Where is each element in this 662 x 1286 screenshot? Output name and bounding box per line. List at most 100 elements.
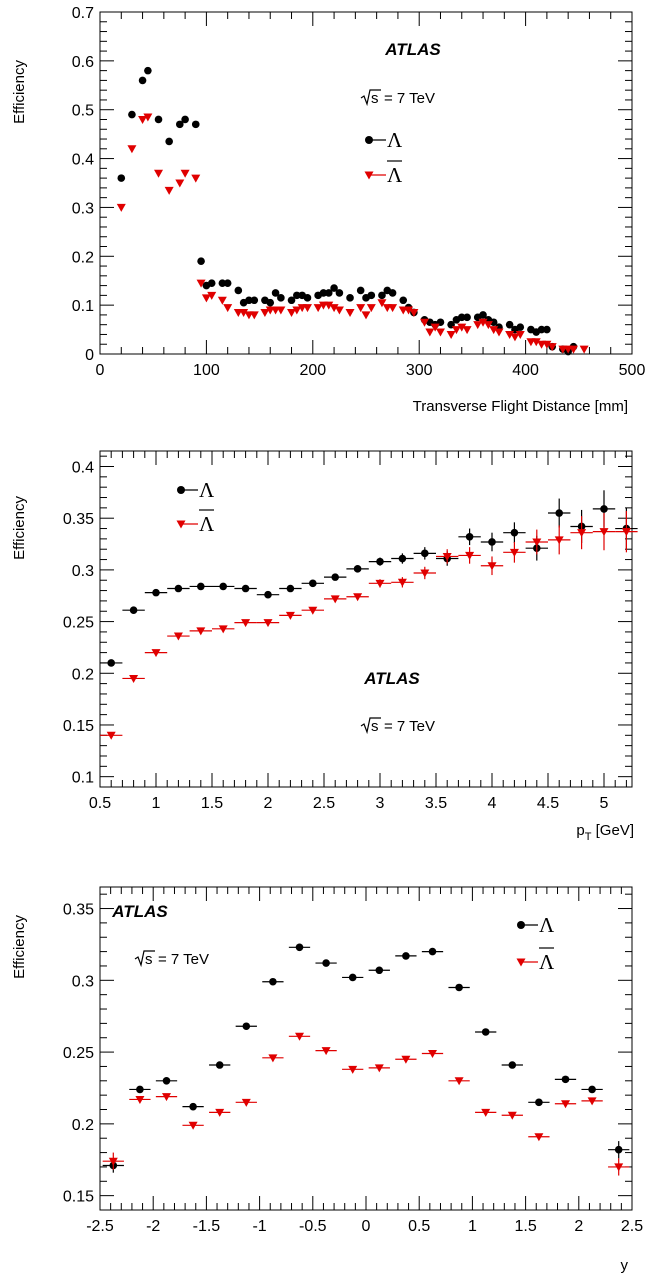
x-tick-label: 0 xyxy=(96,362,105,379)
y-tick-label: 0.35 xyxy=(63,902,94,919)
legend-label: Λ xyxy=(199,512,215,536)
x-tick-label: 2.5 xyxy=(313,795,335,812)
data-point-antilambda xyxy=(465,551,475,560)
data-point-antilambda xyxy=(151,649,161,658)
data-point-antilambda xyxy=(249,311,259,320)
x-tick-label: 400 xyxy=(512,362,539,379)
x-tick-label: -1.5 xyxy=(193,1218,221,1235)
data-point-lambda xyxy=(234,286,243,295)
data-point-lambda xyxy=(223,279,232,287)
data-point-lambda xyxy=(388,289,397,297)
data-point-antilambda xyxy=(420,318,430,327)
x-tick-label: 5 xyxy=(600,795,609,812)
data-point-lambda xyxy=(399,296,408,305)
data-point-antilambda xyxy=(509,548,519,557)
data-point-antilambda xyxy=(276,306,286,315)
y-tick-label: 0.25 xyxy=(63,615,94,632)
data-point-lambda xyxy=(516,323,525,331)
data-point-antilambda xyxy=(568,345,578,354)
data-point-antilambda xyxy=(542,340,552,349)
data-point-antilambda xyxy=(397,578,407,587)
plot-frame xyxy=(99,450,633,788)
data-point-antilambda xyxy=(129,674,139,683)
data-point-antilambda xyxy=(191,174,201,183)
data-point-lambda xyxy=(295,943,304,952)
energy-s: s xyxy=(145,951,153,968)
x-tick-label: 0.5 xyxy=(89,795,111,812)
y-tick-label: 0.7 xyxy=(72,5,94,22)
data-point-antilambda xyxy=(324,301,334,310)
x-axis-label-p: p xyxy=(576,822,584,839)
data-point-antilambda xyxy=(505,330,515,339)
y-tick-label: 0.6 xyxy=(72,54,94,71)
sqrt-sign xyxy=(360,89,381,107)
data-point-antilambda xyxy=(348,1065,358,1074)
data-point-lambda xyxy=(242,1022,251,1031)
data-point-antilambda xyxy=(241,1098,251,1107)
data-point-antilambda xyxy=(374,1064,384,1073)
data-point-antilambda xyxy=(196,279,206,288)
data-point-lambda xyxy=(286,584,295,593)
data-point-antilambda xyxy=(494,328,504,337)
data-point-antilambda xyxy=(239,308,249,317)
sqrt-sign xyxy=(134,950,155,968)
y-tick-label: 0.2 xyxy=(72,1117,94,1134)
data-point-lambda xyxy=(309,579,317,588)
data-point-antilambda xyxy=(532,538,542,547)
data-point-lambda xyxy=(322,959,330,967)
y-tick-label: 0.1 xyxy=(72,770,94,787)
legend-marker-triangle xyxy=(516,958,526,967)
data-point-lambda xyxy=(197,257,205,265)
data-point-antilambda xyxy=(321,1047,331,1056)
legend-label: Λ xyxy=(539,913,555,937)
data-point-lambda xyxy=(136,1085,144,1094)
data-point-lambda xyxy=(555,509,563,517)
data-point-lambda xyxy=(154,115,163,124)
data-point-antilambda xyxy=(377,299,387,308)
data-point-lambda xyxy=(303,294,312,302)
x-tick-label: 3.5 xyxy=(425,795,447,812)
data-point-antilambda xyxy=(554,536,564,545)
data-point-antilambda xyxy=(404,306,414,315)
data-point-antilambda xyxy=(295,1032,304,1041)
data-point-antilambda xyxy=(454,1077,464,1086)
data-point-antilambda xyxy=(375,579,385,588)
x-axis-label-unit: [GeV] xyxy=(591,822,634,839)
y-tick-label: 0.25 xyxy=(63,1045,94,1062)
data-point-antilambda xyxy=(547,343,557,352)
data-point-lambda xyxy=(463,313,471,322)
data-point-antilambda xyxy=(175,179,185,188)
data-point-lambda xyxy=(543,325,551,334)
data-point-lambda xyxy=(457,313,466,322)
data-point-antilambda xyxy=(108,1157,118,1166)
data-point-antilambda xyxy=(487,562,497,571)
data-point-lambda xyxy=(138,76,147,85)
data-point-antilambda xyxy=(561,1100,570,1109)
data-point-antilambda xyxy=(180,169,190,178)
data-point-lambda xyxy=(367,291,376,300)
x-axis-label: pT [GeV] xyxy=(576,822,634,843)
data-point-antilambda xyxy=(457,323,467,332)
energy-label: = 7 TeV xyxy=(158,951,209,968)
data-point-antilambda xyxy=(334,306,344,315)
chart-1: 0 100 200 300 400 500 0 0.1 0.2 0.3 0.4 0.5 0.6 0.7 Ef… xyxy=(11,5,645,415)
data-point-antilambda xyxy=(138,115,148,124)
data-point-lambda xyxy=(376,557,384,566)
data-point-antilambda xyxy=(515,330,525,339)
data-point-lambda xyxy=(176,120,184,129)
data-point-antilambda xyxy=(313,304,323,313)
data-point-antilambda xyxy=(489,326,499,335)
data-point-lambda xyxy=(465,533,474,541)
data-point-lambda xyxy=(319,289,328,297)
data-point-antilambda xyxy=(507,1111,517,1120)
data-point-antilambda xyxy=(223,304,233,313)
data-point-antilambda xyxy=(127,145,137,154)
chart-2: 0.5 1 1.5 2 2.5 3 3.5 4 4.5 5 0.1 0.15 0.2 0.25 0.3 0.3… xyxy=(11,450,638,843)
x-axis-label: Transverse Flight Distance [mm] xyxy=(413,398,628,415)
x-tick-label: -2 xyxy=(146,1218,160,1235)
sqrt-sign xyxy=(360,717,381,735)
x-tick-label: 4.5 xyxy=(537,795,559,812)
y-axis-label: Efficiency xyxy=(11,60,28,124)
data-point-antilambda xyxy=(302,304,312,313)
data-point-lambda xyxy=(561,1075,570,1084)
